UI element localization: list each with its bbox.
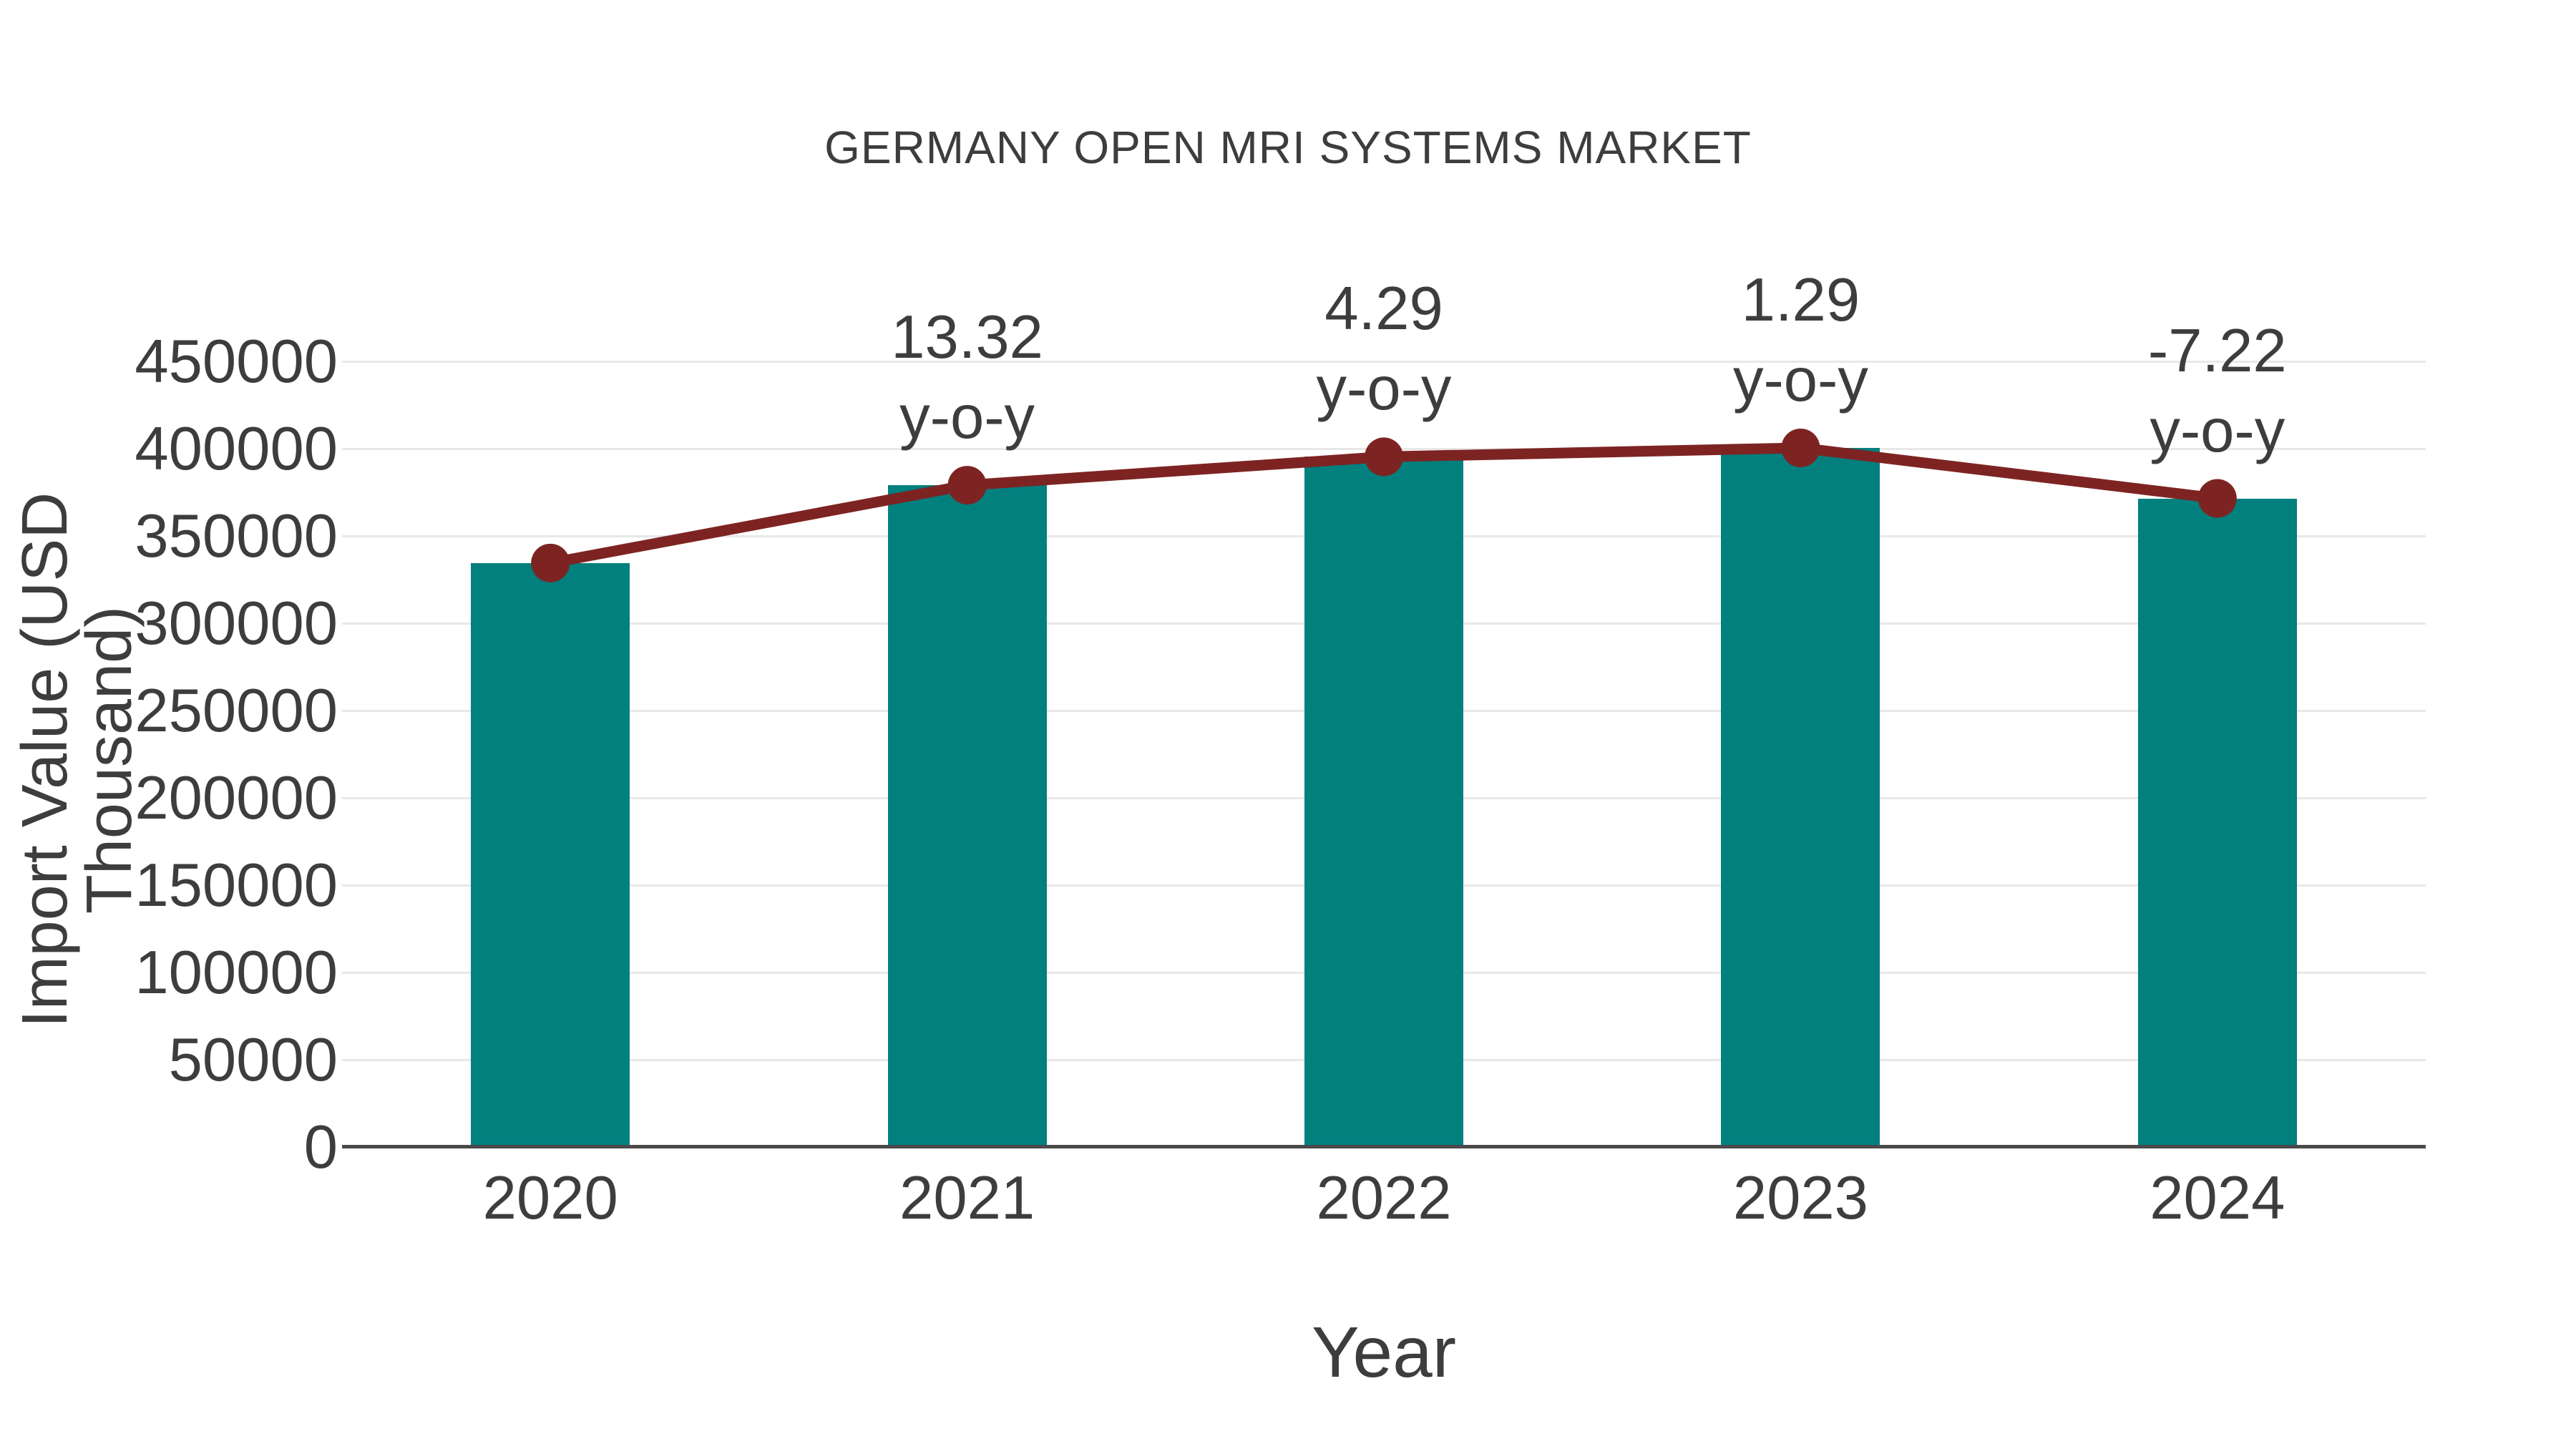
- x-axis-title: Year: [1311, 1312, 1457, 1392]
- plot-area: [342, 286, 2426, 1147]
- yoy-annotation-2022: 4.29 y-o-y: [1176, 269, 1592, 429]
- y-tick-label: 250000: [135, 677, 338, 745]
- y-tick-label: 200000: [135, 764, 338, 832]
- y-tick-label: 150000: [135, 852, 338, 919]
- bar-2022: [1304, 457, 1463, 1147]
- yoy-annotation-2023: 1.29 y-o-y: [1592, 260, 2009, 421]
- y-tick-label: 450000: [135, 328, 338, 396]
- x-tick-label: 2021: [899, 1164, 1035, 1232]
- y-tick-label: 50000: [168, 1026, 338, 1094]
- annotation-line: -7.22: [2147, 316, 2287, 385]
- bar-2024: [2137, 498, 2297, 1147]
- annotation-line: y-o-y: [899, 384, 1035, 452]
- x-tick-label: 2024: [2150, 1164, 2285, 1232]
- chart-title: GERMANY OPEN MRI SYSTEMS MARKET: [824, 122, 1752, 173]
- x-tick-label: 2023: [1732, 1164, 1868, 1232]
- bar-2021: [887, 485, 1047, 1147]
- gridline: [342, 361, 2426, 363]
- annotation-line: 1.29: [1741, 265, 1860, 334]
- bar-2020: [471, 562, 630, 1147]
- annotation-line: 13.32: [891, 303, 1043, 372]
- x-tick-label: 2020: [482, 1164, 618, 1232]
- x-axis-line: [342, 1145, 2426, 1148]
- yoy-annotation-2024: -7.22 y-o-y: [2009, 311, 2426, 472]
- annotation-line: y-o-y: [1316, 355, 1452, 424]
- y-tick-label: 400000: [135, 415, 338, 483]
- y-tick-label: 350000: [135, 502, 338, 570]
- annotation-line: y-o-y: [1732, 346, 1868, 414]
- yoy-annotation-2021: 13.32 y-o-y: [759, 298, 1176, 458]
- y-tick-label: 0: [303, 1113, 338, 1181]
- annotation-line: y-o-y: [2150, 396, 2285, 465]
- x-tick-label: 2022: [1316, 1164, 1452, 1232]
- bar-2023: [1721, 447, 1880, 1147]
- y-tick-label: 100000: [135, 939, 338, 1007]
- y-tick-label: 300000: [135, 590, 338, 658]
- annotation-line: 4.29: [1324, 275, 1443, 343]
